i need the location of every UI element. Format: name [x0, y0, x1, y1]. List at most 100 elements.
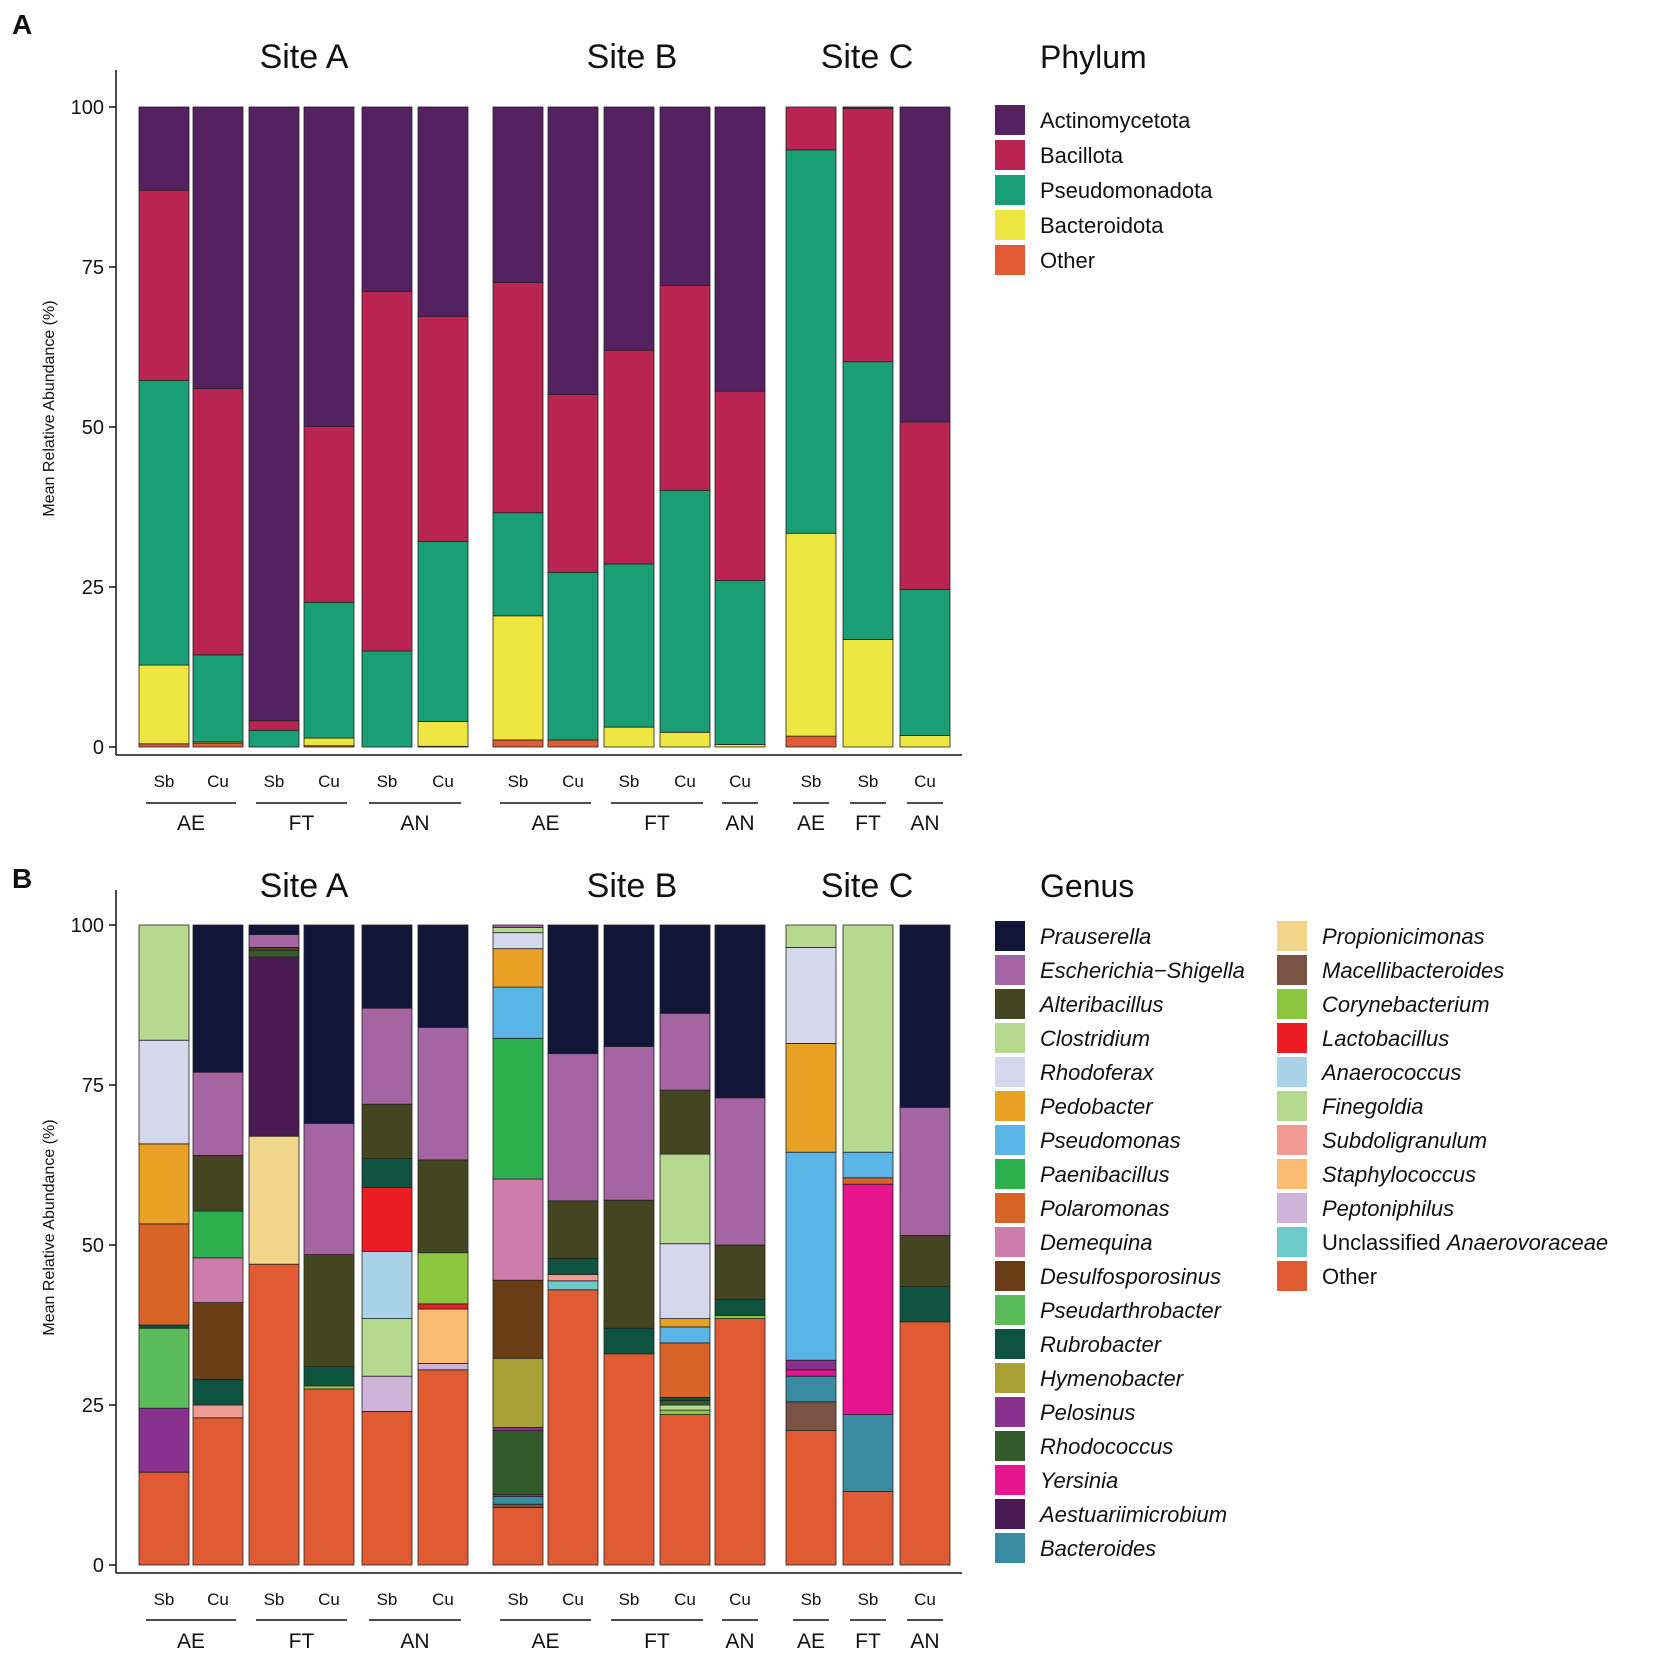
bar-segment-bacteroidota — [138, 664, 190, 745]
legend-label: Other — [1040, 248, 1095, 273]
legend-label-name: Lactobacillus — [1322, 1026, 1449, 1051]
x-tick-label-sb: Sb — [377, 772, 398, 791]
legend-label: Rhodoferax — [1040, 1060, 1155, 1085]
legend-swatch — [1277, 989, 1307, 1019]
bar-site-a-ae-sb — [138, 106, 190, 748]
x-tick-label-sb: Sb — [154, 772, 175, 791]
bar-segment-macellibacteroides — [492, 1503, 544, 1508]
bar-segment-alteribacillus — [659, 1089, 711, 1155]
x-tick-label-sb: Sb — [508, 772, 529, 791]
bar-segment-actinomycetota — [138, 106, 190, 191]
bar-segment-escherichia-shigella — [361, 1007, 413, 1105]
bar-segment-pseudomonas — [785, 1151, 837, 1361]
legend-item-alteribacillus: Alteribacillus — [995, 989, 1164, 1019]
x-tick-label-cu: Cu — [562, 772, 584, 791]
bar-segment-other — [492, 1507, 544, 1566]
bar-segment-rubrobacter — [899, 1286, 951, 1323]
bar-segment-clostridium — [138, 924, 190, 1041]
legend-item-peptoniphilus: Peptoniphilus — [1277, 1193, 1454, 1223]
legend-label: Other — [1322, 1264, 1377, 1289]
legend-item-other: Other — [995, 245, 1095, 275]
legend-label: Bacteroidota — [1040, 213, 1164, 238]
bar-segment-paenibacillus — [492, 1037, 544, 1180]
legend-swatch — [995, 1125, 1025, 1155]
group-label-ft: FT — [855, 1630, 881, 1653]
legend-label: Bacillota — [1040, 143, 1124, 168]
bar-segment-bacteroidota — [492, 615, 544, 741]
legend-label: Anaerococcus — [1320, 1060, 1461, 1085]
bar-segment-yersinia — [785, 1369, 837, 1377]
legend-label-name: Hymenobacter — [1040, 1366, 1185, 1391]
bar-segment-alteribacillus — [417, 1159, 469, 1254]
legend-item-rubrobacter: Rubrobacter — [995, 1329, 1163, 1359]
x-tick-label-cu: Cu — [729, 1590, 751, 1609]
legend-swatch — [995, 1091, 1025, 1121]
legend-swatch — [995, 955, 1025, 985]
bar-segment-desulfosporosinus — [492, 1279, 544, 1359]
legend-label-name: Pelosinus — [1040, 1400, 1135, 1425]
y-tick-label-25: 25 — [82, 577, 104, 599]
bar-segment-bacteroides — [785, 1375, 837, 1403]
bar-segment-prauserella — [899, 924, 951, 1108]
legend-swatch — [1277, 1159, 1307, 1189]
bar-segment-prauserella — [603, 924, 655, 1047]
legend-label-name: Pseudarthrobacter — [1040, 1298, 1223, 1323]
legend-label: Polaromonas — [1040, 1196, 1170, 1221]
legend-swatch — [995, 105, 1025, 135]
bar-site-a-ae-sb — [138, 924, 190, 1566]
legend-label: Propionicimonas — [1322, 924, 1485, 949]
bar-segment-prauserella — [659, 924, 711, 1014]
bar-segment-pelosinus — [138, 1407, 190, 1473]
bar-segment-bacillota — [785, 106, 837, 151]
group-label-an: AN — [400, 1630, 429, 1653]
bar-segment-bacillota — [361, 290, 413, 652]
legend-item-subdoligranulum: Subdoligranulum — [1277, 1125, 1487, 1155]
legend-item-rhodoferax: Rhodoferax — [995, 1057, 1155, 1087]
legend-label-name: Bacteroides — [1040, 1536, 1156, 1561]
legend-swatch — [1277, 955, 1307, 985]
legend-label-name: Clostridium — [1040, 1026, 1150, 1051]
bar-site-a-ft-sb — [248, 106, 300, 748]
x-tick-label-sb: Sb — [801, 772, 822, 791]
panel-label: A — [12, 9, 32, 40]
bar-segment-escherichia-shigella — [417, 1027, 469, 1161]
bar-segment-clostridium — [659, 1404, 711, 1411]
legend-swatch — [995, 1397, 1025, 1427]
bar-segment-prauserella — [361, 924, 413, 1009]
panel-b: B 0 25 50 75 100 Mean Relative Abundance (%) Si… — [12, 863, 1608, 1653]
legend-item-bacteroidota: Bacteroidota — [995, 210, 1164, 240]
bar-segment-pseudomonadota — [303, 601, 355, 739]
legend-item-hymenobacter: Hymenobacter — [995, 1363, 1185, 1393]
bar-segment-pseudomonadota — [192, 654, 244, 743]
x-tick-label-sb: Sb — [801, 1590, 822, 1609]
bar-segment-finegoldia — [361, 1318, 413, 1377]
y-tick-label-100: 100 — [71, 97, 104, 119]
bar-segment-escherichia-shigella — [659, 1012, 711, 1091]
bar-segment-other — [547, 739, 599, 748]
bar-segment-hymenobacter — [492, 1357, 544, 1428]
bar-segment-other — [361, 1411, 413, 1566]
legend-item-pseudomonadota: Pseudomonadota — [995, 175, 1213, 205]
bar-site-c-an-cu — [899, 924, 951, 1566]
bar-segment-lactobacillus — [417, 1303, 469, 1310]
bar-segment-other — [138, 743, 190, 748]
legend-label: Aestuariimicrobium — [1038, 1502, 1227, 1527]
bar-segment-escherichia-shigella — [492, 924, 544, 928]
legend-label: Prauserella — [1040, 924, 1151, 949]
y-axis-label: Mean Relative Abundance (%) — [41, 300, 58, 516]
legend-item-bacteroides: Bacteroides — [995, 1533, 1156, 1563]
bar-segment-pedobacter — [659, 1318, 711, 1328]
legend-label-name: Finegoldia — [1322, 1094, 1424, 1119]
bar-segment-bacillota — [138, 189, 190, 381]
bar-segment-polaromonas — [138, 1223, 190, 1326]
bar-segment-alteribacillus — [248, 947, 300, 952]
x-tick-label-sb: Sb — [264, 772, 285, 791]
bar-segment-pseudomonas — [659, 1326, 711, 1344]
bar-site-c-ae-sb — [785, 106, 837, 748]
legend-label: Macellibacteroides — [1322, 958, 1504, 983]
legend-swatch — [995, 1261, 1025, 1291]
bar-segment-pseudomonadota — [714, 580, 766, 745]
bar-site-b-ae-sb — [492, 106, 544, 748]
legend-label: Staphylococcus — [1322, 1162, 1476, 1187]
